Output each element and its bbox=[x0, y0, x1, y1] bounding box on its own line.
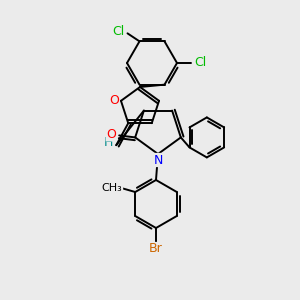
Text: O: O bbox=[106, 128, 116, 141]
Text: O: O bbox=[109, 94, 119, 107]
Text: H: H bbox=[103, 136, 113, 149]
Text: Cl: Cl bbox=[194, 56, 206, 70]
Text: N: N bbox=[153, 154, 163, 166]
Text: Cl: Cl bbox=[112, 25, 124, 38]
Text: Br: Br bbox=[149, 242, 163, 256]
Text: CH₃: CH₃ bbox=[102, 183, 123, 193]
